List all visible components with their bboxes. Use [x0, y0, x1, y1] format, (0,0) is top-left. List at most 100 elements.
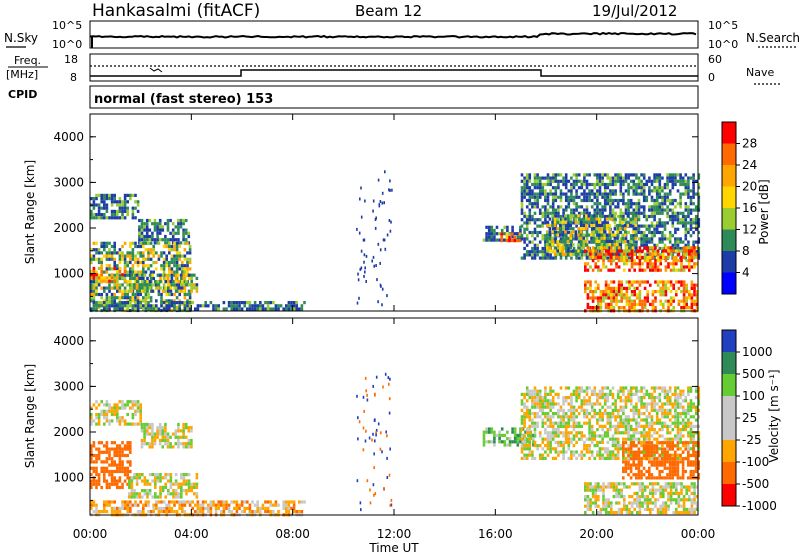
power-cell: [123, 296, 127, 300]
power-cell: [92, 307, 96, 311]
power-cell: [616, 236, 619, 240]
velocity-cell: [609, 421, 612, 425]
power-cell: [640, 189, 643, 193]
velocity-cell: [164, 435, 167, 439]
velocity-cell: [523, 447, 526, 451]
power-cell: [490, 238, 494, 242]
velocity-cell: [533, 405, 537, 409]
power-cell: [131, 276, 135, 281]
velocity-cell: [531, 389, 534, 393]
power-cell: [603, 227, 606, 231]
velocity-cell: [533, 399, 537, 403]
power-cell: [551, 230, 554, 234]
velocity-cell: [498, 433, 501, 437]
velocity-cell: [134, 403, 137, 407]
power-cell: [97, 213, 101, 217]
velocity-cell: [624, 456, 628, 460]
velocity-cell: [588, 421, 591, 425]
power-cell: [541, 182, 545, 187]
velocity-cell: [538, 402, 542, 406]
power-cell: [166, 238, 170, 242]
velocity-cell: [110, 500, 114, 504]
velocity-cell: [648, 434, 651, 438]
power-cell: [557, 173, 560, 177]
power-cell: [630, 293, 634, 297]
power-cell: [589, 283, 592, 287]
velocity-cell: [655, 415, 659, 419]
power-cell: [659, 259, 662, 263]
power-cell: [556, 227, 559, 231]
velocity-cell: [207, 503, 210, 507]
velocity-cell: [285, 503, 288, 507]
velocity-cell: [154, 482, 157, 486]
velocity-cell: [671, 437, 675, 441]
velocity-cell: [557, 402, 560, 406]
power-cell: [149, 241, 153, 245]
power-cell: [92, 283, 96, 287]
power-cell: [156, 234, 159, 239]
power-cell: [134, 200, 137, 204]
power-cell: [625, 280, 629, 284]
power-cell: [559, 246, 562, 250]
velocity-cell: [256, 510, 259, 514]
power-cell: [658, 186, 662, 190]
power-cell: [520, 211, 524, 215]
power-cell: [110, 267, 114, 271]
power-cell: [551, 192, 555, 196]
velocity-cell: [174, 492, 178, 496]
power-cell: [676, 243, 680, 247]
velocity-cell: [292, 503, 296, 507]
power-cell: [162, 244, 166, 249]
power-cell: [592, 227, 596, 231]
power-cell: [610, 296, 613, 300]
power-cell: [158, 225, 162, 229]
power-cell: [587, 233, 591, 237]
power-cell: [531, 230, 534, 235]
power-cell: [661, 237, 664, 241]
velocity-cell: [123, 447, 127, 451]
power-cell: [630, 265, 634, 269]
power-cell: [90, 286, 93, 290]
velocity-cell: [126, 447, 129, 451]
power-cell: [625, 293, 629, 297]
velocity-cell: [544, 421, 547, 425]
power-cell: [554, 256, 558, 260]
noise-left-tick-bottom: 10^0: [52, 38, 82, 51]
power-cell: [222, 307, 226, 311]
velocity-cell: [580, 437, 584, 441]
velocity-cell: [151, 426, 154, 430]
power-cell: [570, 243, 573, 247]
velocity-cell: [177, 492, 180, 496]
velocity-cell: [559, 415, 563, 419]
power-cell: [603, 173, 607, 177]
power-cell: [525, 214, 529, 219]
power-cell: [635, 240, 638, 244]
power-cell: [656, 252, 660, 256]
velocity-cell: [536, 399, 539, 403]
power-cell: [616, 214, 620, 219]
velocity-cell: [164, 476, 167, 480]
power-cell: [139, 292, 142, 297]
velocity-cell: [157, 510, 161, 514]
velocity-cell: [90, 482, 93, 486]
velocity-cell: [126, 460, 129, 464]
power-cell: [100, 197, 103, 201]
power-cell: [659, 280, 662, 284]
power-cell: [134, 254, 137, 258]
power-cell: [100, 260, 103, 265]
velocity-cell: [508, 440, 512, 444]
power-cell: [693, 255, 696, 259]
power-cell: [590, 205, 594, 209]
velocity-cell: [536, 405, 539, 409]
velocity-cell: [524, 437, 527, 441]
power-cell: [613, 233, 617, 237]
velocity-cell: [158, 432, 162, 436]
power-cell: [628, 280, 631, 284]
velocity-cell: [622, 392, 625, 396]
power-cell: [628, 306, 631, 310]
velocity-cell: [551, 421, 555, 425]
power-cell: [493, 228, 496, 233]
power-cell: [553, 217, 557, 221]
velocity-cell: [611, 434, 615, 438]
power-cell: [168, 301, 171, 305]
